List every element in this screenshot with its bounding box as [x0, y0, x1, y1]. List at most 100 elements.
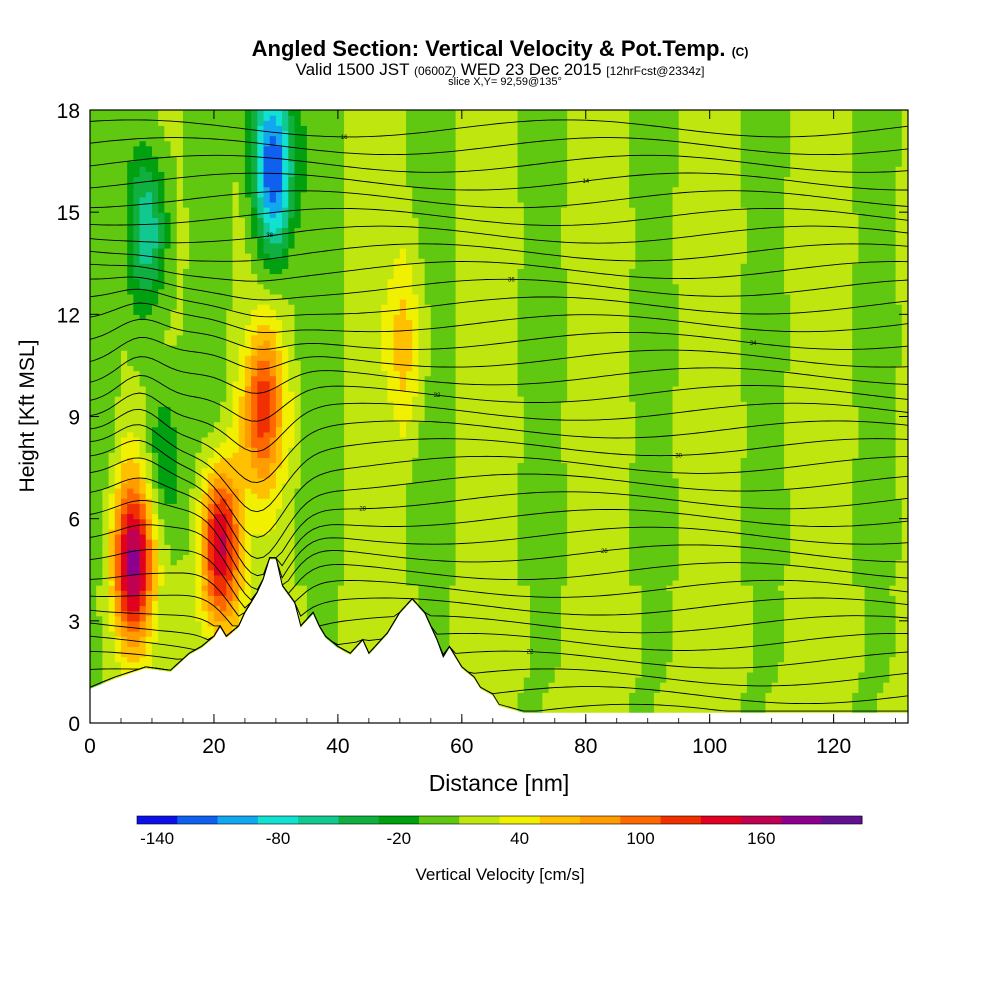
- velocity-cell: [319, 314, 327, 321]
- velocity-cell: [337, 273, 345, 280]
- velocity-cell: [114, 309, 122, 315]
- velocity-cell: [319, 350, 327, 356]
- velocity-cell: [313, 585, 320, 591]
- velocity-cell: [176, 186, 184, 193]
- velocity-cell: [275, 201, 283, 208]
- velocity-cell: [300, 574, 308, 581]
- velocity-cell: [120, 585, 128, 591]
- velocity-cell: [145, 539, 153, 545]
- velocity-cell: [96, 539, 103, 545]
- velocity-cell: [151, 288, 159, 295]
- velocity-cell: [139, 355, 147, 361]
- velocity-cell: [207, 207, 215, 213]
- velocity-cell: [133, 549, 141, 556]
- velocity-cell: [238, 605, 246, 612]
- velocity-cell: [306, 421, 314, 428]
- velocity-cell: [182, 278, 190, 285]
- velocity-cell: [306, 375, 314, 382]
- velocity-cell: [319, 360, 327, 367]
- velocity-cell: [331, 396, 339, 402]
- velocity-cell: [331, 442, 339, 448]
- velocity-cell: [127, 288, 134, 295]
- velocity-cell: [337, 513, 345, 520]
- velocity-cell: [127, 569, 134, 576]
- velocity-cell: [207, 375, 215, 382]
- velocity-cell: [282, 518, 289, 525]
- velocity-cell: [269, 355, 277, 361]
- velocity-cell: [145, 646, 153, 653]
- velocity-cell: [90, 528, 97, 535]
- velocity-cell: [176, 493, 184, 499]
- velocity-cell: [226, 436, 234, 443]
- velocity-cell: [108, 493, 116, 499]
- velocity-cell: [213, 120, 221, 126]
- velocity-cell: [288, 426, 296, 433]
- velocity-cell: [263, 477, 271, 484]
- velocity-cell: [288, 304, 296, 310]
- velocity-cell: [257, 155, 265, 162]
- velocity-cell: [102, 574, 110, 581]
- velocity-cell: [114, 605, 122, 612]
- velocity-cell: [158, 549, 165, 556]
- velocity-cell: [213, 493, 221, 499]
- velocity-cell: [145, 181, 153, 188]
- velocity-cell: [288, 201, 296, 208]
- velocity-cell: [300, 232, 308, 239]
- velocity-cell: [300, 135, 308, 142]
- velocity-cell: [96, 283, 103, 290]
- velocity-cell: [127, 411, 134, 418]
- velocity-cell: [195, 370, 203, 377]
- velocity-cell: [319, 186, 327, 193]
- velocity-cell: [269, 442, 277, 448]
- velocity-cell: [331, 273, 339, 280]
- velocity-cell: [269, 247, 277, 254]
- velocity-cell: [220, 314, 227, 321]
- velocity-cell: [282, 421, 289, 428]
- velocity-cell: [282, 344, 289, 351]
- velocity-cell: [158, 605, 165, 612]
- velocity-cell: [288, 125, 296, 132]
- velocity-cell: [195, 431, 203, 438]
- velocity-cell: [139, 472, 147, 479]
- velocity-cell: [108, 370, 116, 377]
- velocity-cell: [325, 166, 333, 172]
- velocity-cell: [313, 283, 320, 290]
- velocity-cell: [319, 447, 327, 453]
- velocity-cell: [133, 161, 141, 167]
- velocity-cell: [220, 350, 227, 356]
- velocity-cell: [145, 329, 153, 336]
- velocity-cell: [232, 344, 240, 351]
- velocity-cell: [207, 355, 215, 361]
- velocity-cell: [151, 339, 159, 346]
- velocity-cell: [282, 309, 289, 315]
- velocity-cell: [158, 288, 165, 295]
- velocity-cell: [114, 477, 122, 484]
- velocity-cell: [189, 574, 196, 581]
- velocity-cell: [114, 150, 122, 157]
- velocity-cell: [207, 436, 215, 443]
- velocity-cell: [145, 426, 153, 433]
- velocity-cell: [108, 436, 116, 443]
- velocity-cell: [164, 539, 172, 545]
- velocity-cell: [120, 247, 128, 254]
- velocity-cell: [331, 166, 339, 172]
- velocity-cell: [306, 416, 314, 423]
- velocity-cell: [102, 661, 110, 668]
- velocity-cell: [96, 258, 103, 264]
- velocity-cell: [294, 523, 302, 530]
- velocity-cell: [182, 288, 190, 295]
- velocity-cell: [195, 605, 203, 612]
- velocity-cell: [337, 344, 345, 351]
- velocity-cell: [96, 533, 103, 540]
- velocity-cell: [257, 171, 265, 178]
- velocity-cell: [96, 390, 103, 397]
- velocity-cell: [90, 431, 97, 438]
- velocity-cell: [114, 651, 122, 658]
- velocity-cell: [164, 217, 172, 223]
- velocity-cell: [300, 375, 308, 382]
- velocity-cell: [145, 232, 153, 239]
- velocity-cell: [90, 518, 97, 525]
- velocity-cell: [96, 595, 103, 601]
- velocity-cell: [207, 467, 215, 474]
- velocity-cell: [201, 304, 209, 310]
